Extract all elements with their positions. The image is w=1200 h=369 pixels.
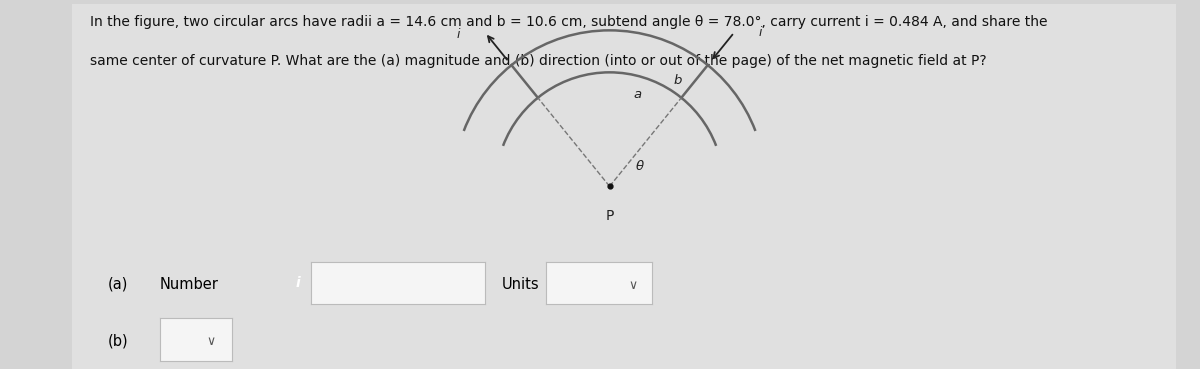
Text: ∨: ∨ — [628, 279, 637, 292]
Text: P: P — [606, 209, 613, 223]
Text: i: i — [758, 26, 762, 39]
Text: i: i — [457, 28, 461, 41]
Text: (a): (a) — [108, 277, 128, 292]
Text: θ: θ — [636, 159, 644, 173]
Text: same center of curvature P. What are the (a) magnitude and (b) direction (into o: same center of curvature P. What are the… — [90, 54, 986, 68]
Text: Number: Number — [160, 277, 218, 292]
Text: b: b — [673, 74, 682, 87]
Text: ∨: ∨ — [206, 335, 216, 348]
Text: In the figure, two circular arcs have radii a = 14.6 cm and b = 10.6 cm, subtend: In the figure, two circular arcs have ra… — [90, 15, 1048, 29]
Text: i: i — [295, 276, 300, 290]
Text: (b): (b) — [108, 334, 128, 349]
Text: Units: Units — [502, 277, 539, 292]
FancyBboxPatch shape — [72, 4, 1176, 369]
Text: a: a — [634, 87, 642, 101]
